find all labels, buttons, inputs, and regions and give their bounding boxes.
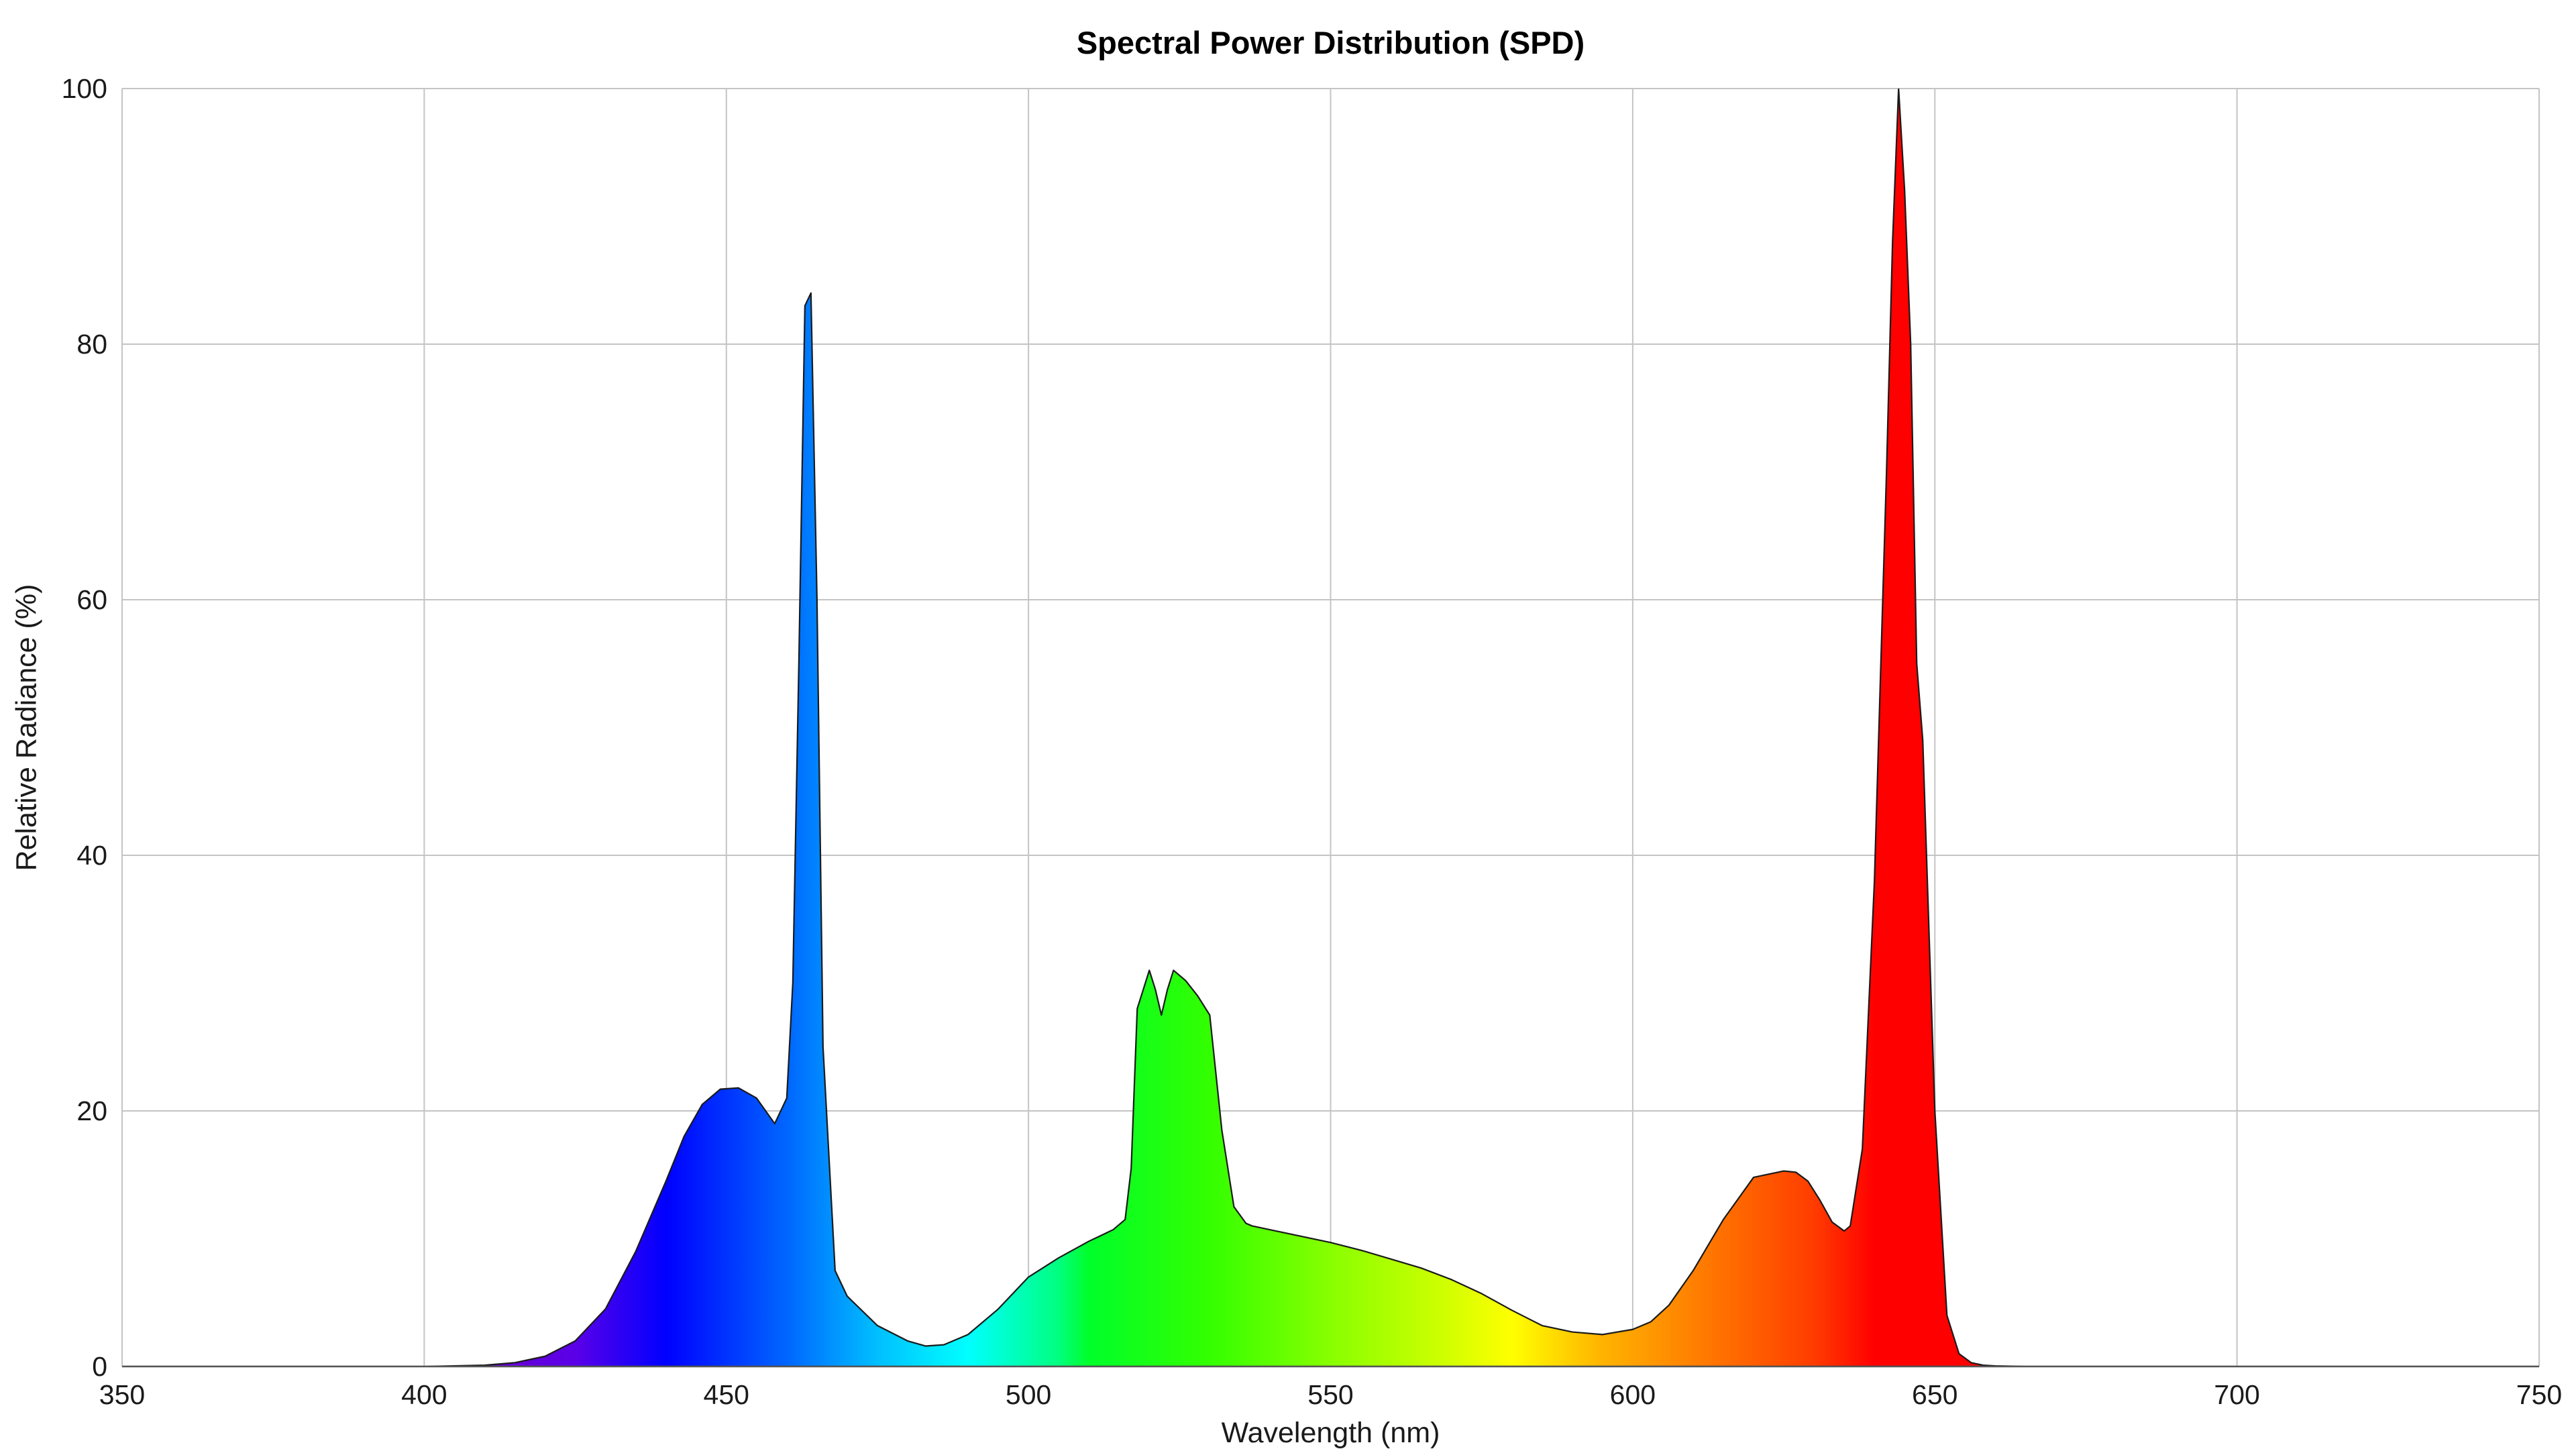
chart-title: Spectral Power Distribution (SPD) [1077,25,1585,60]
x-tick-label: 650 [1912,1379,1957,1410]
x-axis-title: Wavelength (nm) [1222,1417,1440,1449]
y-tick-label: 0 [92,1351,107,1382]
y-tick-label: 20 [76,1095,107,1126]
y-axis-title: Relative Radiance (%) [10,584,42,871]
x-tick-label: 350 [99,1379,145,1410]
x-tick-label: 500 [1006,1379,1051,1410]
x-tick-label: 600 [1610,1379,1656,1410]
x-tick-label: 450 [704,1379,749,1410]
x-tick-label: 750 [2516,1379,2562,1410]
y-tick-label: 60 [76,584,107,615]
y-tick-label: 80 [76,329,107,360]
x-tick-label: 550 [1307,1379,1353,1410]
y-tick-label: 40 [76,840,107,871]
x-tick-label: 400 [401,1379,447,1410]
x-tick-label: 700 [2214,1379,2259,1410]
spectrum-area-group [122,89,2539,1366]
y-tick-label: 100 [62,73,107,104]
tick-labels: 350 400 450 500 550 600 650 700 750 0 20 40 60 80 100 [62,73,2563,1410]
spectrum-area [122,89,2539,1366]
